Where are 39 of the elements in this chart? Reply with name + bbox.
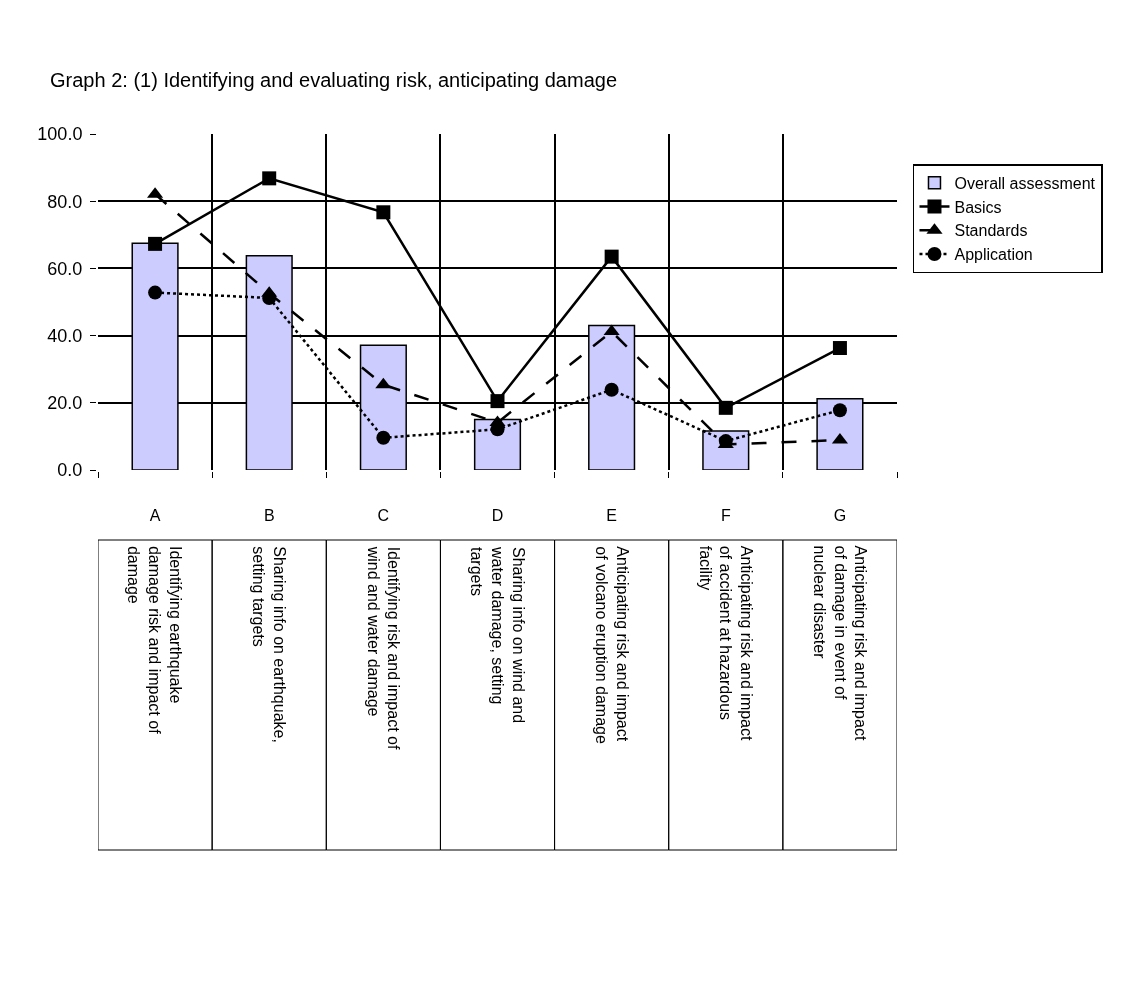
point <box>832 341 847 356</box>
point <box>604 382 619 397</box>
point <box>604 249 619 264</box>
x-tick-label: D <box>491 507 504 525</box>
x-tick-label: A <box>149 507 161 525</box>
legend-label: Overall assessment <box>954 174 1096 192</box>
text: Identifying earthquake damage risk and impact of damage <box>125 545 185 735</box>
legend-label: Standards <box>954 222 1028 240</box>
y-tick-label: 0.0 <box>57 460 83 481</box>
point <box>375 377 392 389</box>
point <box>603 324 620 336</box>
chart-title: Graph 2: (1) Identifying and evaluating risk, anticipating damage <box>50 69 618 91</box>
y-tick-label: 20.0 <box>47 393 83 414</box>
point <box>490 394 505 409</box>
y-tick-label: 40.0 <box>47 325 83 346</box>
text: Sharing info on wind and water damage, setting targets <box>468 546 527 724</box>
x-tick-label: C <box>377 507 390 525</box>
x-tick-label: G <box>833 507 847 525</box>
y-tick-label: 80.0 <box>47 191 83 212</box>
text: Anticipating risk and impact of volcano eruption damage <box>592 546 631 744</box>
legend-label: Application <box>954 246 1033 264</box>
text: Identifying risk and impact of wind and water damage <box>364 545 403 750</box>
y-tick-label: 60.0 <box>47 258 83 279</box>
text: Sharing info on earthquake, setting targets <box>249 546 288 743</box>
text: Anticipating risk and impact of accident at hazardous facility <box>696 545 756 742</box>
text: Anticipating risk and impact of damage in event of nuclear disaster <box>810 545 870 741</box>
point <box>262 171 277 186</box>
x-tick-label: E <box>606 507 617 525</box>
point <box>832 403 847 418</box>
x-tick-label: B <box>263 507 275 525</box>
point <box>718 400 733 415</box>
legend-label: Basics <box>954 198 1002 216</box>
point <box>376 205 391 220</box>
point <box>148 285 163 300</box>
point <box>489 415 506 427</box>
y-tick-label: 100.0 <box>37 124 83 145</box>
point <box>148 236 163 251</box>
point <box>376 430 391 445</box>
x-tick-label: F <box>720 507 731 525</box>
